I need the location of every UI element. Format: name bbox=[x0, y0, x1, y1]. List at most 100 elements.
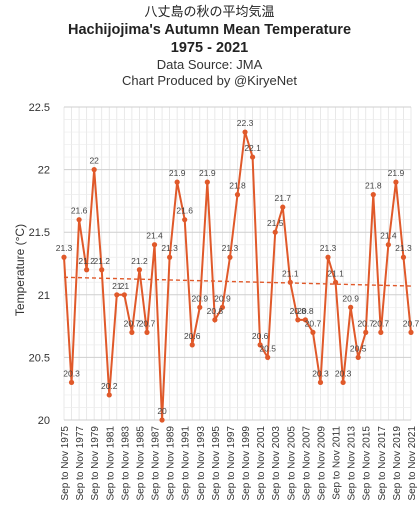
data-label: 20.8 bbox=[297, 306, 314, 316]
data-label: 22.1 bbox=[244, 143, 261, 153]
chart-years: 1975 - 2021 bbox=[170, 40, 249, 56]
data-label: 20.6 bbox=[184, 331, 201, 341]
data-label: 20.7 bbox=[357, 318, 374, 328]
data-point bbox=[363, 329, 369, 335]
data-label: 20.5 bbox=[259, 343, 276, 353]
data-point bbox=[61, 254, 67, 260]
data-label: 21.3 bbox=[222, 243, 239, 253]
data-point bbox=[400, 254, 407, 260]
data-label: 22.3 bbox=[237, 118, 254, 128]
data-point bbox=[378, 329, 384, 335]
data-point bbox=[317, 379, 324, 386]
data-point bbox=[385, 242, 391, 248]
data-point bbox=[249, 154, 256, 160]
data-label: 20.9 bbox=[192, 293, 209, 303]
data-point bbox=[99, 267, 105, 273]
data-point bbox=[136, 267, 143, 273]
data-point bbox=[348, 304, 354, 310]
data-point bbox=[287, 279, 293, 285]
data-point bbox=[257, 342, 263, 348]
data-label: 21.3 bbox=[395, 243, 412, 253]
x-tick-label: Sep to Nov 1981 bbox=[105, 426, 116, 501]
trend-line-group bbox=[63, 276, 412, 287]
data-source: Data Source: JMA bbox=[156, 57, 263, 72]
data-point bbox=[197, 304, 203, 310]
trend-line bbox=[63, 276, 412, 287]
data-label: 20 bbox=[157, 406, 167, 416]
x-tick-label: Sep to Nov 1989 bbox=[166, 426, 177, 501]
data-label: 21.5 bbox=[267, 218, 284, 228]
data-point bbox=[106, 392, 112, 398]
data-label: 21.2 bbox=[93, 256, 110, 266]
data-label: 20.8 bbox=[207, 306, 224, 316]
x-tick-label: Sep to Nov 1997 bbox=[226, 426, 237, 501]
x-tick-label: Sep to Nov 2019 bbox=[392, 426, 403, 501]
data-label: 20.7 bbox=[139, 318, 156, 328]
data-point bbox=[219, 304, 226, 310]
x-tick-label: Sep to Nov 1983 bbox=[120, 426, 131, 501]
data-label: 21.9 bbox=[169, 168, 186, 178]
data-point bbox=[129, 329, 135, 335]
x-axis-ticks: Sep to Nov 1975 Sep to Nov 1977 Sep to Nov… bbox=[60, 426, 418, 501]
data-label: 21.4 bbox=[380, 231, 397, 241]
x-tick-label: Sep to Nov 1979 bbox=[90, 426, 101, 501]
data-point bbox=[144, 329, 150, 335]
data-label: 20.3 bbox=[312, 368, 329, 378]
x-tick-label: Sep to Nov 1995 bbox=[211, 426, 222, 501]
chart-credit: Chart Produced by @KiryeNet bbox=[121, 73, 298, 88]
x-tick-label: Sep to Nov 1975 bbox=[60, 426, 71, 501]
data-label: 20.3 bbox=[335, 368, 352, 378]
data-label: 20.9 bbox=[214, 293, 231, 303]
data-point bbox=[227, 254, 233, 260]
y-tick-label: 22.5 bbox=[29, 102, 50, 114]
data-point bbox=[265, 354, 271, 360]
data-label: 21.3 bbox=[320, 243, 337, 253]
data-point bbox=[295, 317, 301, 323]
data-label: 20.7 bbox=[373, 318, 390, 328]
data-point bbox=[159, 417, 165, 423]
data-point bbox=[68, 379, 75, 386]
data-point bbox=[174, 179, 180, 185]
chart-header: 八丈島の秋の平均気温 Hachijojima's Autumn Mean Tem… bbox=[0, 0, 419, 89]
y-tick-label: 22 bbox=[38, 165, 50, 177]
data-label: 21.8 bbox=[365, 181, 382, 191]
x-tick-label: Sep to Nov 1993 bbox=[196, 426, 207, 501]
x-tick-label: Sep to Nov 2013 bbox=[347, 426, 358, 501]
x-tick-label: Sep to Nov 1991 bbox=[181, 426, 192, 501]
data-point bbox=[84, 267, 90, 273]
data-point bbox=[114, 292, 120, 298]
x-tick-label: Sep to Nov 1999 bbox=[241, 426, 252, 501]
y-tick-label: 20.5 bbox=[29, 352, 50, 364]
data-label: 20.9 bbox=[342, 293, 359, 303]
data-label: 20.8 bbox=[290, 306, 307, 316]
y-axis-ticks: 20 20.5 21 21.5 22 22.5 bbox=[29, 102, 50, 427]
data-label: 21.3 bbox=[161, 243, 178, 253]
data-label: 21 bbox=[120, 281, 130, 291]
data-label: 21.3 bbox=[56, 243, 73, 253]
x-tick-label: Sep to Nov 1977 bbox=[75, 426, 86, 501]
data-label: 21.6 bbox=[176, 206, 193, 216]
data-point bbox=[310, 329, 316, 335]
y-tick-label: 21 bbox=[38, 290, 50, 302]
x-tick-label: Sep to Nov 2003 bbox=[271, 426, 282, 501]
chart-title: Hachijojima's Autumn Mean Temperature bbox=[67, 22, 352, 38]
data-label: 20.5 bbox=[350, 343, 367, 353]
data-point bbox=[332, 279, 339, 285]
x-tick-label: Sep to Nov 2005 bbox=[286, 426, 297, 501]
data-point bbox=[302, 317, 308, 323]
x-tick-label: Sep to Nov 1985 bbox=[135, 426, 146, 501]
data-point bbox=[340, 379, 346, 386]
x-tick-label: Sep to Nov 2021 bbox=[407, 426, 418, 501]
data-point bbox=[204, 179, 210, 185]
data-point bbox=[325, 254, 331, 260]
x-tick-label: Sep to Nov 2007 bbox=[301, 426, 312, 501]
x-tick-label: Sep to Nov 2001 bbox=[256, 426, 267, 501]
data-label: 21.7 bbox=[274, 193, 291, 203]
japanese-title: 八丈島の秋の平均気温 bbox=[144, 5, 275, 20]
temperature-series bbox=[61, 129, 414, 423]
data-label: 22 bbox=[89, 156, 99, 166]
data-point bbox=[280, 204, 286, 210]
x-tick-label: Sep to Nov 2015 bbox=[362, 426, 373, 501]
